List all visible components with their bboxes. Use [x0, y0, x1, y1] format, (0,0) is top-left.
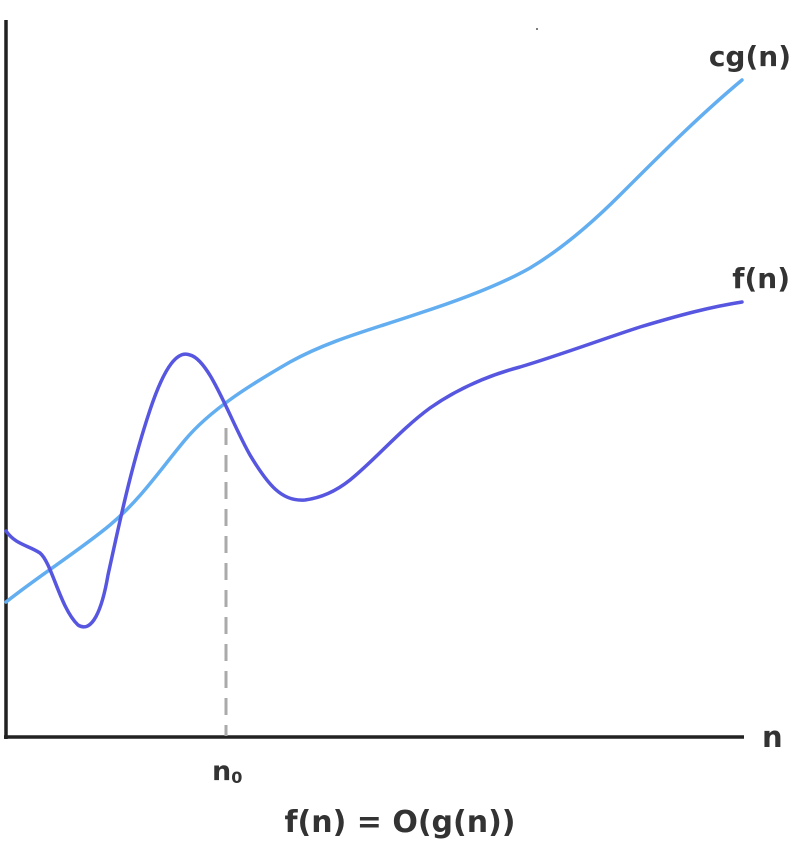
- stray-dot: [536, 28, 538, 30]
- x-axis-label: n: [762, 720, 783, 754]
- n0-label-subscript: 0: [231, 768, 242, 787]
- cg-curve: [4, 78, 744, 604]
- n0-label-main: n: [212, 756, 231, 787]
- n0-label: n0: [212, 756, 242, 787]
- cg-curve-label: cg(n): [709, 40, 791, 73]
- f-curve: [4, 300, 744, 629]
- caption: f(n) = O(g(n)): [284, 805, 515, 840]
- f-curve-label: f(n): [732, 262, 790, 295]
